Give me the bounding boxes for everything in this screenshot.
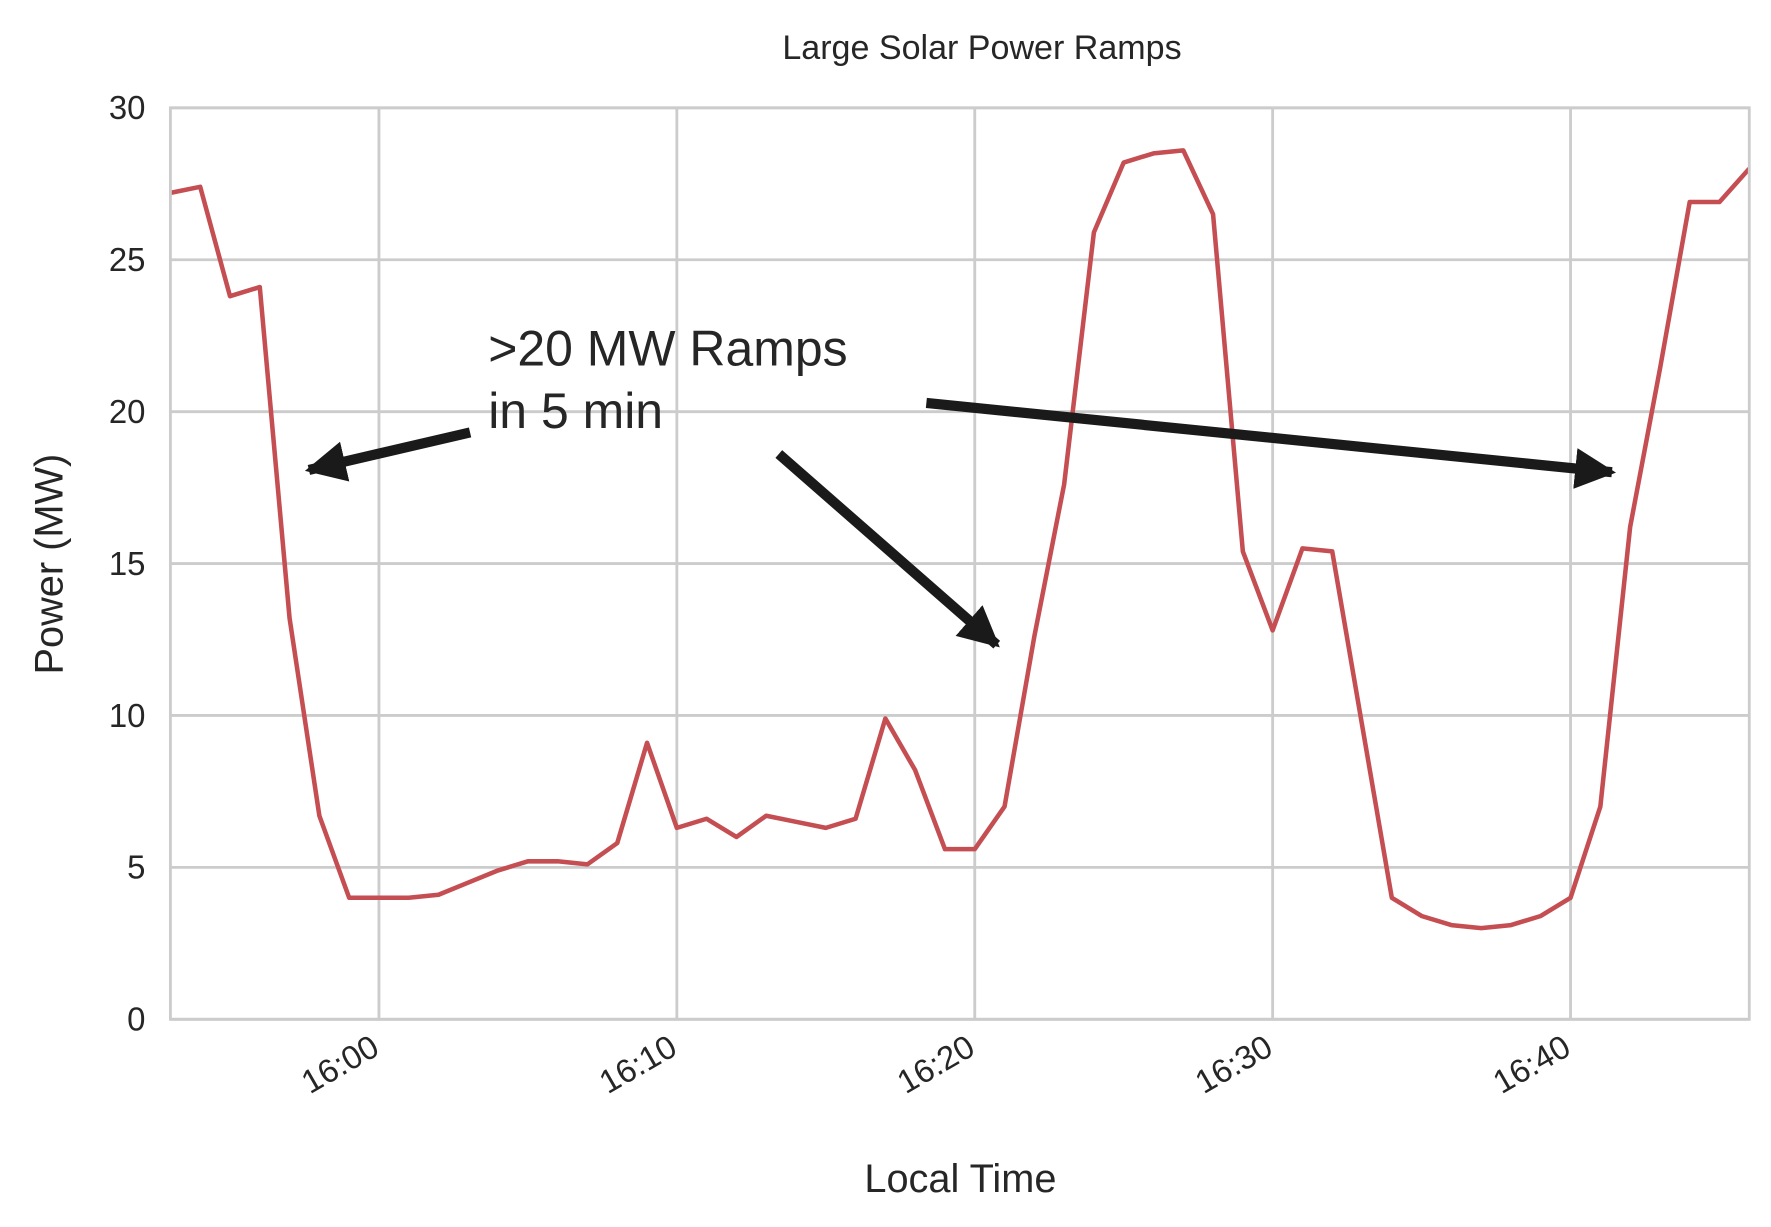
y-tick-label: 20 [109, 393, 146, 430]
data-line [170, 148, 1750, 931]
grid [170, 106, 1750, 1021]
x-tick-label: 16:30 [1189, 1027, 1279, 1100]
arrow [925, 397, 1617, 489]
annotation-arrows [304, 397, 1617, 649]
x-tick-label: 16:00 [295, 1027, 385, 1100]
annotation: >20 MW Ramps [488, 320, 847, 376]
y-tick-label: 30 [109, 89, 146, 126]
y-tick-label: 5 [127, 849, 145, 886]
x-tick-label: 16:40 [1486, 1027, 1576, 1100]
y-tick-label: 0 [127, 1001, 145, 1038]
x-tick-label: 16:20 [891, 1027, 981, 1100]
y-tick-label: 15 [109, 545, 146, 582]
plot-frame [168, 106, 1751, 1021]
y-tick-label: 10 [109, 697, 146, 734]
x-axis-label: Local Time [864, 1157, 1056, 1201]
arrow [304, 427, 472, 482]
y-tick-label: 25 [109, 241, 146, 278]
x-tick-label: 16:10 [593, 1027, 683, 1100]
y-axis-label: Power (MW) [28, 454, 72, 675]
annotation: in 5 min [488, 383, 663, 439]
plot-area [170, 148, 1750, 931]
chart-title: Large Solar Power Ramps [782, 29, 1181, 67]
arrow [775, 450, 1001, 649]
